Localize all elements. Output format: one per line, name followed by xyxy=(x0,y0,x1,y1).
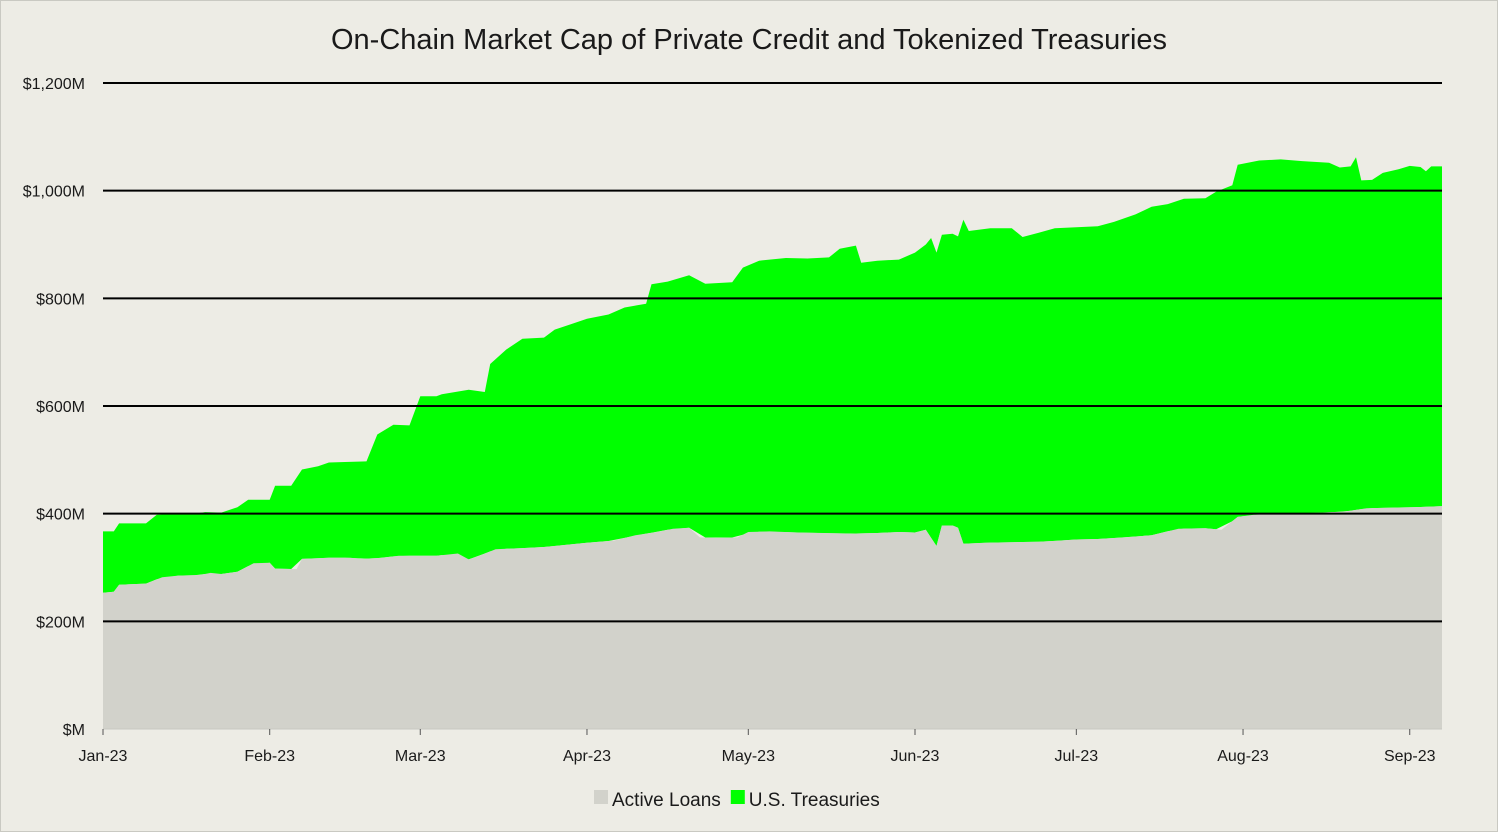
y-tick-label: $800M xyxy=(36,291,85,308)
x-tick-label: Jul-23 xyxy=(1055,748,1099,765)
legend-label-active-loans: Active Loans xyxy=(612,790,721,811)
y-tick-label: $600M xyxy=(36,399,85,416)
legend-label-u-s-treasuries: U.S. Treasuries xyxy=(749,790,880,811)
chart-title: On-Chain Market Cap of Private Credit an… xyxy=(331,24,1167,56)
y-tick-label: $400M xyxy=(36,507,85,524)
x-tick-label: Jan-23 xyxy=(79,748,128,765)
y-tick-label: $200M xyxy=(36,614,85,631)
x-tick-label: Feb-23 xyxy=(244,748,295,765)
x-tick-label: Sep-23 xyxy=(1384,748,1436,765)
x-tick-label: May-23 xyxy=(722,748,775,765)
treasuries-area xyxy=(103,157,1442,593)
y-tick-label: $M xyxy=(63,722,85,739)
x-tick-label: Mar-23 xyxy=(395,748,446,765)
legend-swatch-u-s-treasuries xyxy=(730,790,745,804)
x-tick-label: Apr-23 xyxy=(563,748,611,765)
x-tick-label: Aug-23 xyxy=(1217,748,1269,765)
y-tick-label: $1,200M xyxy=(23,76,85,93)
x-tick-label: Jun-23 xyxy=(891,748,940,765)
y-tick-label: $1,000M xyxy=(23,184,85,201)
active-loans-area xyxy=(103,506,1442,729)
legend-swatch-active-loans xyxy=(594,790,608,804)
